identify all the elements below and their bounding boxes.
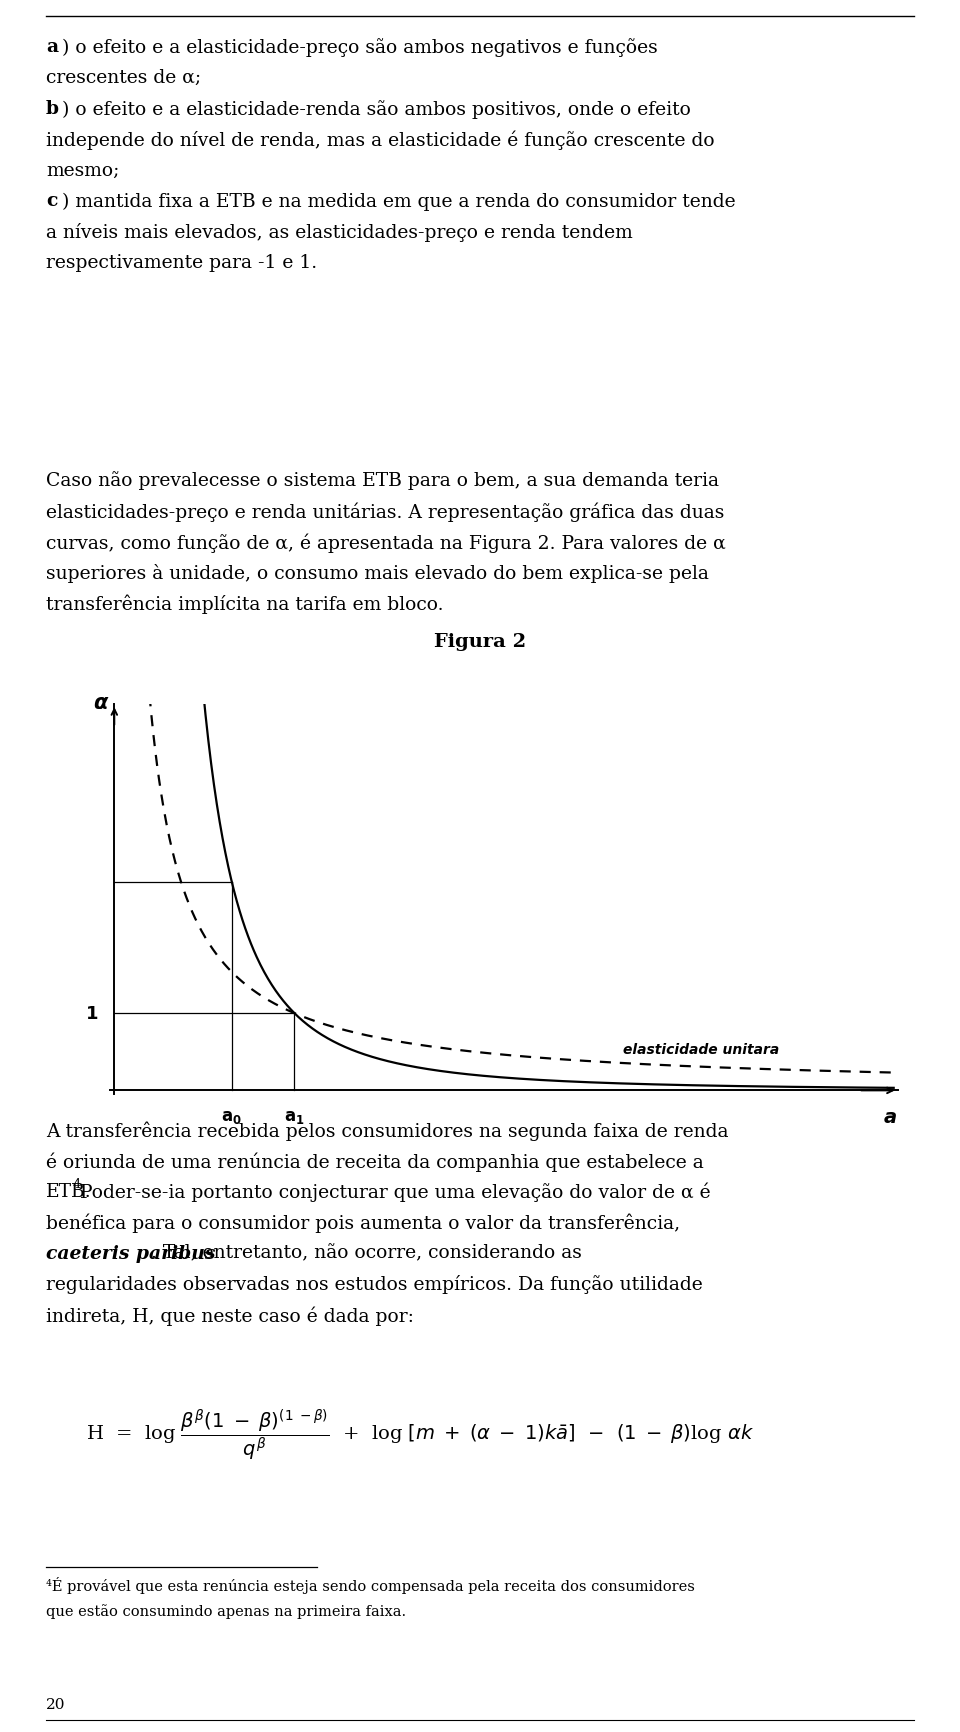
Text: que estão consumindo apenas na primeira faixa.: que estão consumindo apenas na primeira … (46, 1604, 406, 1618)
Text: benéfica para o consumidor pois aumenta o valor da transferência,: benéfica para o consumidor pois aumenta … (46, 1212, 681, 1233)
Text: caeteris paribus: caeteris paribus (46, 1244, 215, 1263)
Text: é oriunda de uma renúncia de receita da companhia que estabelece a: é oriunda de uma renúncia de receita da … (46, 1152, 704, 1171)
Text: respectivamente para -1 e 1.: respectivamente para -1 e 1. (46, 255, 317, 272)
Text: ) o efeito e a elasticidade-renda são ambos positivos, onde o efeito: ) o efeito e a elasticidade-renda são am… (62, 100, 691, 120)
Text: 20: 20 (46, 1697, 65, 1711)
Text: a níveis mais elevados, as elasticidades-preço e renda tendem: a níveis mais elevados, as elasticidades… (46, 223, 633, 242)
Text: independe do nível de renda, mas a elasticidade é função crescente do: independe do nível de renda, mas a elast… (46, 130, 714, 151)
Text: a: a (883, 1108, 897, 1128)
Text: superiores à unidade, o consumo mais elevado do bem explica-se pela: superiores à unidade, o consumo mais ele… (46, 563, 708, 582)
Text: indireta, H, que neste caso é dada por:: indireta, H, que neste caso é dada por: (46, 1306, 414, 1325)
Text: c: c (46, 192, 58, 210)
Text: $\mathbf{a_0}$: $\mathbf{a_0}$ (222, 1108, 242, 1126)
Text: $\mathbf{a_1}$: $\mathbf{a_1}$ (284, 1108, 304, 1126)
Text: Figura 2: Figura 2 (434, 632, 526, 650)
Text: 1: 1 (86, 1005, 99, 1022)
Text: b: b (46, 100, 60, 118)
Text: regularidades observadas nos estudos empíricos. Da função utilidade: regularidades observadas nos estudos emp… (46, 1275, 703, 1294)
Text: ETB.: ETB. (46, 1183, 92, 1200)
Text: H  =  log $\dfrac{\beta^{\beta}(1\;-\;\beta)^{(1\;-\beta)}}{q^{\beta}}$  +  log : H = log $\dfrac{\beta^{\beta}(1\;-\;\bet… (86, 1406, 755, 1462)
Text: ) o efeito e a elasticidade-preço são ambos negativos e funções: ) o efeito e a elasticidade-preço são am… (62, 38, 659, 57)
Text: . Tal, entretanto, não ocorre, considerando as: . Tal, entretanto, não ocorre, considera… (151, 1244, 582, 1263)
Text: mesmo;: mesmo; (46, 161, 119, 180)
Text: curvas, como função de α, é apresentada na Figura 2. Para valores de α: curvas, como função de α, é apresentada … (46, 533, 726, 553)
Text: Poder-se-ia portanto conjecturar que uma elevação do valor de α é: Poder-se-ia portanto conjecturar que uma… (80, 1183, 710, 1202)
Text: ⁴É provável que esta renúncia esteja sendo compensada pela receita dos consumido: ⁴É provável que esta renúncia esteja sen… (46, 1576, 695, 1593)
Text: A transferência recebida pelos consumidores na segunda faixa de renda: A transferência recebida pelos consumido… (46, 1121, 729, 1140)
Text: elasticidade unitara: elasticidade unitara (623, 1043, 780, 1057)
Text: crescentes de α;: crescentes de α; (46, 69, 202, 87)
Text: a: a (46, 38, 58, 55)
Text: Caso não prevalecesse o sistema ETB para o bem, a sua demanda teria: Caso não prevalecesse o sistema ETB para… (46, 471, 719, 490)
Text: α: α (93, 693, 108, 712)
Text: ) mantida fixa a ETB e na medida em que a renda do consumidor tende: ) mantida fixa a ETB e na medida em que … (62, 192, 736, 211)
Text: elasticidades-preço e renda unitárias. A representação gráfica das duas: elasticidades-preço e renda unitárias. A… (46, 502, 725, 521)
Text: transferência implícita na tarifa em bloco.: transferência implícita na tarifa em blo… (46, 594, 444, 613)
Text: 4: 4 (72, 1178, 81, 1190)
